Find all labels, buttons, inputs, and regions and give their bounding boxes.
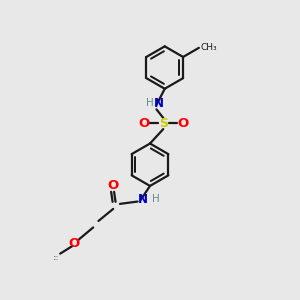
- Text: methyl: methyl: [54, 258, 59, 260]
- Text: O: O: [177, 117, 189, 130]
- Text: S: S: [159, 117, 168, 130]
- Text: N: N: [154, 97, 164, 110]
- Text: CH₃: CH₃: [201, 43, 217, 52]
- Text: O: O: [69, 237, 80, 250]
- Text: methyl: methyl: [54, 256, 58, 257]
- Text: H: H: [146, 98, 154, 109]
- Text: H: H: [152, 194, 160, 204]
- Text: O: O: [107, 179, 118, 192]
- Text: O: O: [138, 117, 149, 130]
- Text: N: N: [138, 193, 148, 206]
